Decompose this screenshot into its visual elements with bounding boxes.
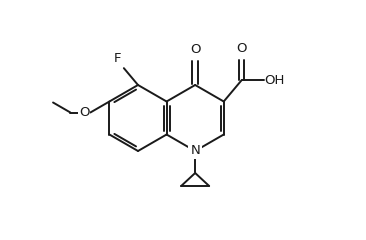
Text: F: F	[113, 52, 121, 65]
Text: OH: OH	[265, 73, 285, 87]
Text: O: O	[79, 106, 89, 119]
Text: N: N	[190, 144, 200, 157]
Text: O: O	[190, 43, 201, 56]
Text: O: O	[236, 42, 247, 55]
